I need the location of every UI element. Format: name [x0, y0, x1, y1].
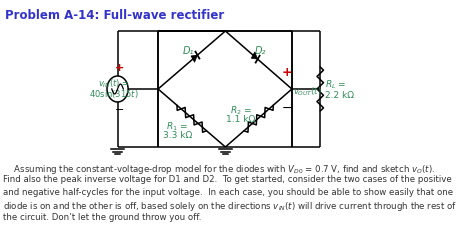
Text: −: − — [282, 101, 292, 114]
Text: +: + — [115, 63, 124, 73]
Text: $R_L$ =: $R_L$ = — [325, 78, 346, 91]
Text: and negative half-cycles for the input voltage.  In each case, you should be abl: and negative half-cycles for the input v… — [3, 187, 453, 196]
Text: 40sin(315$t$): 40sin(315$t$) — [90, 88, 139, 100]
Polygon shape — [191, 56, 198, 63]
Text: Problem A-14: Full-wave rectifier: Problem A-14: Full-wave rectifier — [5, 9, 224, 22]
Text: Assuming the constant-voltage-drop model for the diodes with $V_{D0}$ = 0.7 V, f: Assuming the constant-voltage-drop model… — [3, 162, 436, 175]
Text: $R_2$ =: $R_2$ = — [230, 104, 252, 117]
Text: 2.2 kΩ: 2.2 kΩ — [325, 90, 354, 99]
Text: 3.3 kΩ: 3.3 kΩ — [163, 131, 192, 140]
Text: the circuit. Don’t let the ground throw you off.: the circuit. Don’t let the ground throw … — [3, 212, 201, 221]
Text: D₁: D₁ — [183, 46, 194, 56]
Text: $v_{IN}(t)$ =: $v_{IN}(t)$ = — [98, 77, 130, 90]
Text: D₂: D₂ — [255, 46, 266, 56]
Text: −: − — [115, 105, 124, 114]
Text: +: + — [282, 65, 292, 78]
Text: Find also the peak inverse voltage for D1 and D2.  To get started, consider the : Find also the peak inverse voltage for D… — [3, 175, 452, 184]
Text: diode is on and the other is off, based solely on the directions $v_{IN}(t)$ wil: diode is on and the other is off, based … — [3, 200, 457, 212]
Text: $R_1$ =: $R_1$ = — [166, 120, 188, 133]
Polygon shape — [251, 53, 258, 60]
Text: $v_{OUT}(t)$: $v_{OUT}(t)$ — [293, 85, 322, 98]
Text: 1.1 kΩ: 1.1 kΩ — [226, 115, 255, 124]
